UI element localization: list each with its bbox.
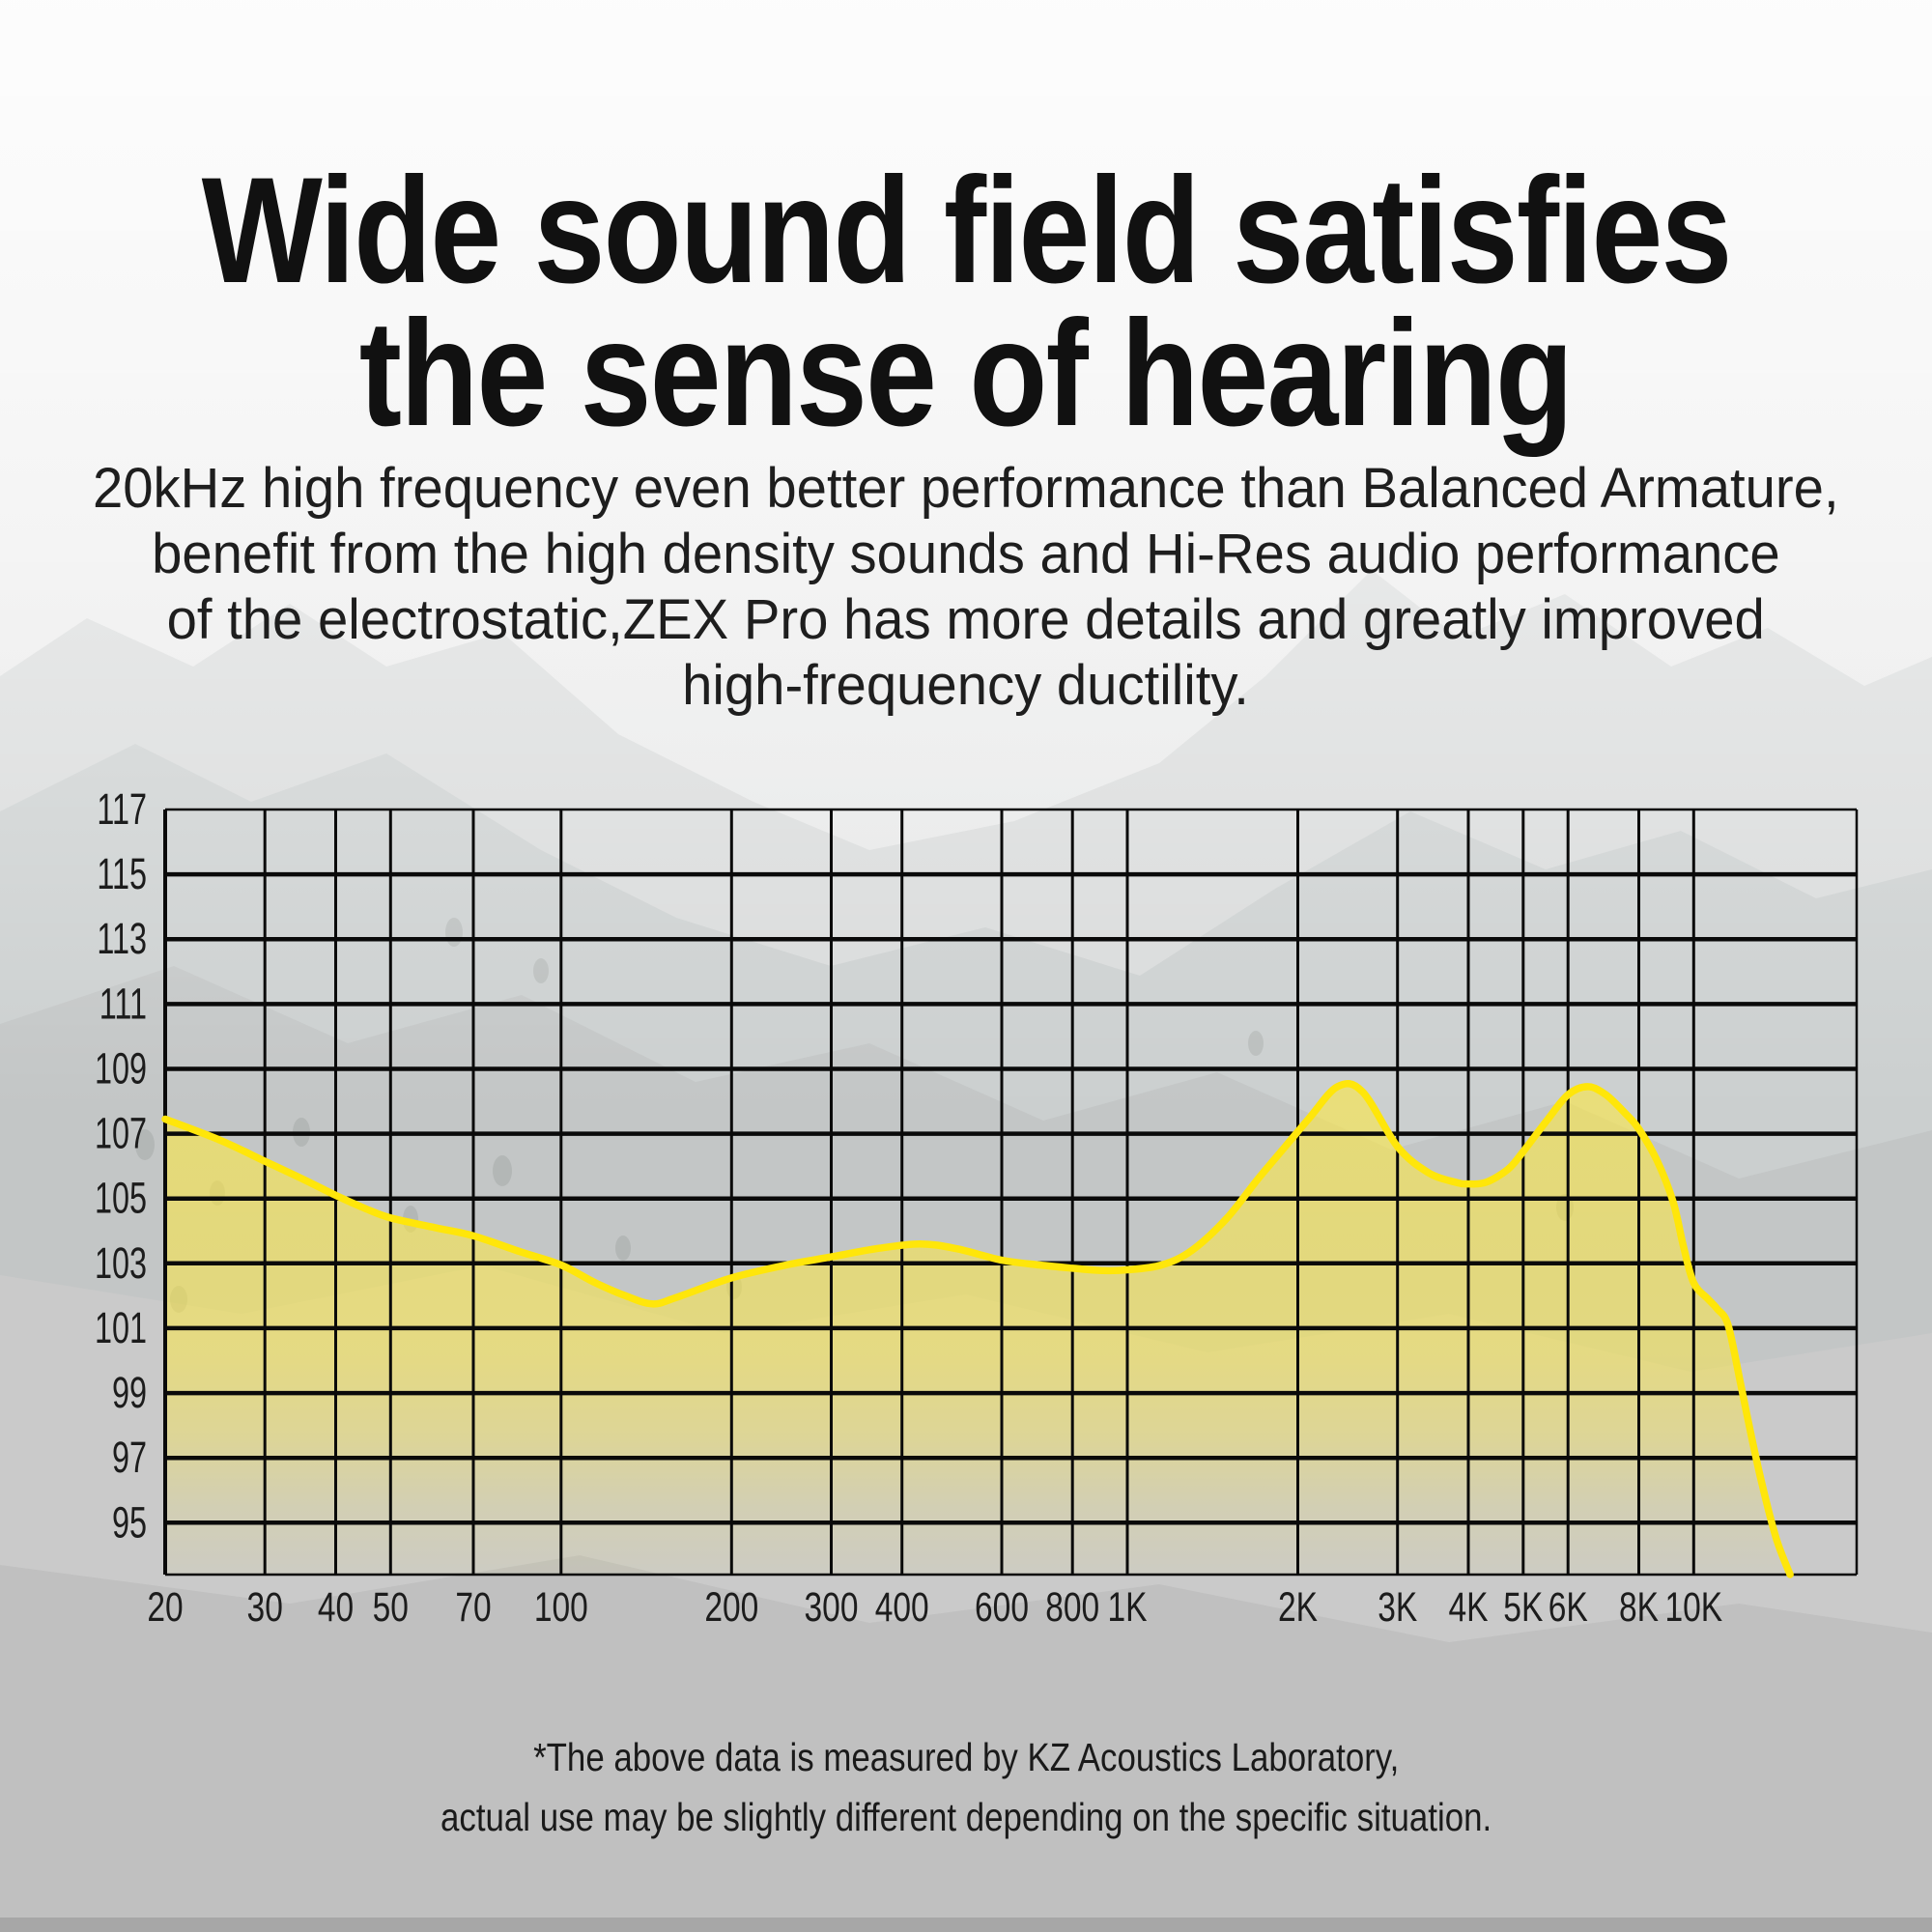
foreground-rocks	[0, 1555, 1932, 1932]
footnote-line-1: *The above data is measured by KZ Acoust…	[532, 1735, 1400, 1779]
response-curve	[161, 1080, 1794, 1578]
x-tick-label-20: 20	[147, 1584, 183, 1631]
paragraph-line-4: high-frequency ductility.	[682, 654, 1250, 717]
x-tick-label-70: 70	[455, 1584, 491, 1631]
page-title: Wide sound field satisfies the sense of …	[0, 146, 1932, 458]
y-tick-label-105: 105	[95, 1176, 147, 1223]
x-tick-label-800: 800	[1045, 1584, 1099, 1631]
y-tick-label-117: 117	[97, 786, 147, 834]
x-tick-label-100: 100	[534, 1584, 588, 1631]
paragraph-line-2: benefit from the high density sounds and…	[152, 523, 1780, 585]
title-line-1: Wide sound field satisfies	[201, 146, 1733, 315]
y-tick-label-115: 115	[97, 851, 147, 898]
x-tick-label-8K: 8K	[1619, 1584, 1659, 1631]
x-tick-label-30: 30	[247, 1584, 283, 1631]
footnote: *The above data is measured by KZ Acoust…	[0, 1727, 1932, 1847]
y-axis-labels: 117 115 113 111 109 107 105 103 101 99 97 95	[95, 786, 147, 1548]
y-tick-label-109: 109	[95, 1045, 147, 1093]
x-tick-label-50: 50	[373, 1584, 409, 1631]
y-tick-label-97: 97	[112, 1435, 147, 1482]
x-tick-label-40: 40	[318, 1584, 354, 1631]
y-tick-label-113: 113	[97, 916, 147, 963]
x-tick-label-3K: 3K	[1378, 1584, 1417, 1631]
title-line-2: the sense of hearing	[359, 289, 1574, 458]
x-tick-label-2K: 2K	[1278, 1584, 1318, 1631]
light-wash	[0, 0, 1932, 1111]
x-tick-label-4K: 4K	[1448, 1584, 1488, 1631]
paragraph-line-1: 20kHz high frequency even better perform…	[93, 457, 1839, 520]
x-tick-label-200: 200	[704, 1584, 758, 1631]
y-tick-label-99: 99	[112, 1370, 147, 1417]
y-tick-label-101: 101	[95, 1305, 147, 1352]
intro-paragraph: 20kHz high frequency even better perform…	[0, 456, 1932, 719]
y-tick-label-103: 103	[95, 1240, 147, 1288]
x-tick-label-300: 300	[805, 1584, 859, 1631]
x-tick-label-6K: 6K	[1548, 1584, 1588, 1631]
paragraph-line-3: of the electrostatic,ZEX Pro has more de…	[166, 588, 1766, 651]
x-tick-label-10K: 10K	[1664, 1584, 1722, 1631]
footnote-line-2: actual use may be slightly different dep…	[440, 1795, 1492, 1839]
x-tick-label-5K: 5K	[1503, 1584, 1543, 1631]
y-tick-label-95: 95	[112, 1499, 147, 1547]
y-tick-label-107: 107	[95, 1111, 147, 1158]
y-tick-label-111: 111	[99, 980, 147, 1028]
x-axis-labels: 20 30 40 50 70 100 200 300 400 600 800 1K 2K 3K 4K 5K 6K…	[147, 1584, 1722, 1631]
x-tick-label-1K: 1K	[1107, 1584, 1147, 1631]
bottom-band	[0, 1918, 1932, 1932]
x-tick-label-400: 400	[875, 1584, 929, 1631]
x-tick-label-600: 600	[975, 1584, 1029, 1631]
